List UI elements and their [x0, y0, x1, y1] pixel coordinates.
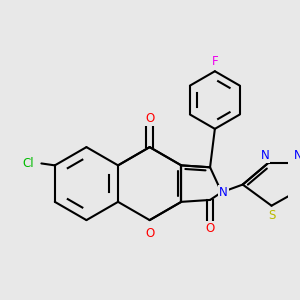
Text: Cl: Cl [22, 157, 34, 170]
Text: S: S [268, 209, 275, 222]
Text: F: F [212, 55, 218, 68]
Text: O: O [145, 112, 154, 125]
Text: N: N [219, 186, 228, 199]
Text: O: O [145, 227, 154, 240]
Text: N: N [260, 149, 269, 162]
Text: O: O [206, 222, 215, 235]
Text: N: N [294, 149, 300, 162]
